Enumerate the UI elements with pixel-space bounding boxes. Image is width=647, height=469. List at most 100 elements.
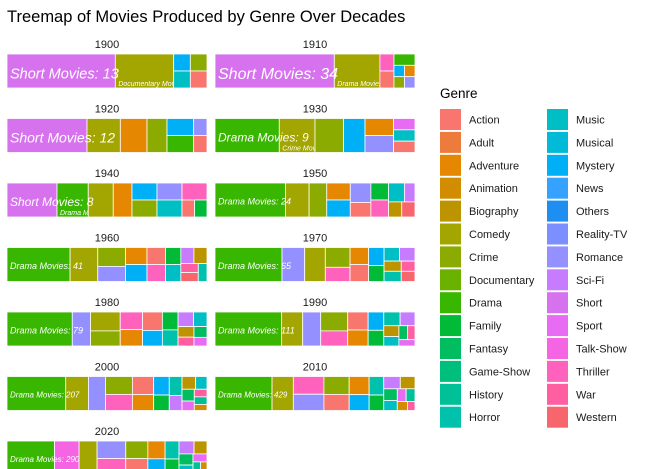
treemap-cell-thriller	[119, 311, 143, 331]
treemap-cell-music	[173, 70, 191, 89]
treemap-cell-adventure	[348, 376, 370, 396]
treemap-cell-drama	[393, 53, 416, 66]
legend-swatch-horror	[440, 406, 461, 428]
legend-swatch-musical	[547, 131, 568, 153]
treemap-cell-comedy	[78, 440, 98, 469]
treemap-cell-sci-fi	[399, 311, 416, 327]
treemap-cell-short	[6, 53, 116, 89]
treemap-cell-comedy	[87, 182, 114, 218]
treemap-cell-music	[195, 376, 208, 390]
legend-swatch-talk-show	[547, 338, 568, 359]
treemap-cell-drama	[214, 376, 273, 411]
panel-main-label: Drama Movies: 24	[218, 197, 291, 207]
treemap-cell-fantasy	[383, 388, 398, 401]
treemap-cell-crime	[90, 330, 121, 347]
treemap-cell-romance	[156, 182, 183, 201]
treemap-cell-family	[368, 394, 385, 411]
panel-main-label: Drama Movies: 79	[10, 326, 83, 336]
legend-swatch-adventure	[440, 154, 461, 176]
treemap-cell-crime	[320, 311, 349, 332]
treemap-cell-family	[165, 247, 182, 265]
treemap-cell-history	[193, 396, 208, 405]
panel-2010: 2010 Drama Movies: 429	[214, 362, 416, 411]
treemap-cell-music	[178, 464, 194, 469]
legend-label: Music	[576, 115, 605, 127]
treemap-cell-drama	[56, 182, 89, 218]
panel-title: 2010	[303, 362, 327, 374]
panel-2020: 2020 Drama Movies: 290	[6, 426, 208, 469]
treemap-cell-comedy	[90, 311, 121, 332]
treemap-cell-horror	[383, 311, 401, 327]
cell-label: Drama Movies: 5	[60, 210, 113, 217]
treemap-cell-adventure	[404, 64, 416, 78]
panel-main-label: Drama Movies: 429	[218, 391, 288, 400]
treemap-cell-biography	[383, 325, 400, 337]
treemap-cell-drama	[6, 376, 67, 411]
treemap-cell-music	[165, 264, 182, 282]
treemap-cell-adventure	[112, 182, 133, 218]
panel-main-label: Short Movies: 34	[218, 66, 338, 83]
legend-label: Western	[576, 412, 617, 424]
panel-main-label: Drama Movies: 9	[218, 131, 309, 145]
treemap-cell-mystery	[368, 247, 385, 267]
legend-label: Musical	[576, 137, 613, 149]
legend-label: Action	[469, 115, 500, 127]
treemap-cell-romance	[404, 76, 416, 89]
panel-1990: 1990 Drama Movies: 111	[214, 297, 416, 347]
legend-swatch-others	[547, 200, 568, 222]
treemap-cell-sport	[193, 336, 208, 347]
legend-swatch-game-show	[440, 360, 461, 382]
panel-title: 1950	[303, 168, 327, 180]
treemap-cell-history	[405, 388, 416, 402]
treemap-cell-horror	[161, 329, 179, 347]
treemap-cell-family	[370, 182, 389, 201]
treemap-cell-sci-fi	[178, 440, 195, 455]
legend-label: Reality-TV	[576, 229, 628, 241]
treemap-cell-thriller	[105, 393, 133, 411]
treemap-cell-action	[349, 202, 372, 218]
legend-swatch-reality-tv	[547, 223, 568, 245]
treemap-cell-action	[146, 247, 166, 265]
legend-swatch-fantasy	[440, 338, 461, 359]
legend-swatch-animation	[440, 177, 461, 199]
treemap-cell-short	[6, 182, 58, 218]
panel-title: 1900	[95, 39, 119, 51]
legend-label: News	[576, 183, 604, 195]
chart-title: Treemap of Movies Produced by Genre Over…	[7, 8, 405, 26]
treemap-cell-thriller	[146, 264, 166, 282]
treemap-cell-family	[194, 199, 208, 218]
panel-title: 1930	[303, 104, 327, 116]
legend-label: Game-Show	[469, 366, 530, 378]
treemap-cell-fantasy	[178, 453, 194, 466]
treemap-cell-comedy	[86, 118, 121, 153]
panel-title: 2020	[95, 426, 119, 438]
treemap-cell-adventure	[119, 118, 148, 153]
legend-swatch-adult	[440, 131, 461, 153]
treemap-cell-sport	[181, 400, 195, 411]
treemap-cell-war	[400, 260, 416, 272]
treemap-cell-action	[142, 311, 163, 331]
treemap-cell-thriller	[324, 266, 351, 282]
legend-label: Sci-Fi	[576, 275, 604, 287]
panel-1920: 1920 Short Movies: 12	[6, 104, 208, 153]
panel-title: 2000	[95, 362, 119, 374]
treemap-cell-adventure	[347, 329, 369, 347]
treemap-cell-drama	[214, 182, 286, 218]
legend-title: Genre	[440, 86, 478, 101]
treemap-cell-adventure	[119, 329, 143, 347]
panel-1980: 1980 Drama Movies: 79	[6, 297, 208, 347]
legend-label: Adventure	[469, 160, 519, 172]
legend-swatch-western	[547, 406, 568, 428]
legend-swatch-music	[547, 109, 568, 130]
treemap-cell-biography	[383, 260, 402, 272]
legend-swatch-comedy	[440, 223, 461, 245]
treemap-cell-family	[153, 394, 170, 411]
treemap-cell-crime	[308, 182, 328, 218]
treemap-cell-biography	[399, 376, 416, 390]
treemap-cell-crime	[105, 376, 133, 395]
treemap-cell-crime	[131, 199, 158, 218]
